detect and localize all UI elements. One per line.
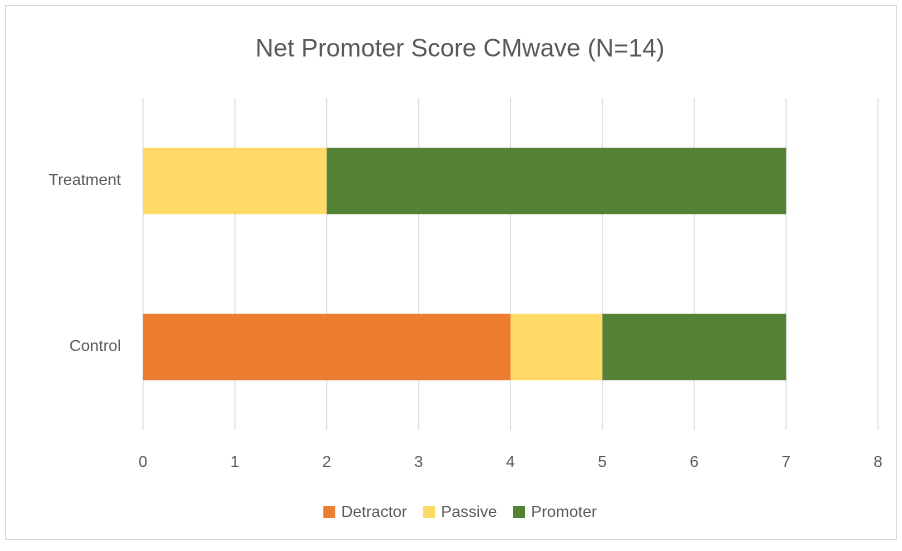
x-tick-label: 6 [690,454,699,471]
legend-swatch [513,506,526,518]
x-tick-label: 2 [322,454,331,471]
legend-item: Promoter [513,504,597,521]
legend-label: Promoter [531,504,597,521]
x-tick-label: 4 [506,454,515,471]
y-tick-label: Control [69,338,121,355]
chart-title: Net Promoter Score CMwave (N=14) [255,35,664,63]
bar-segment [510,313,603,381]
x-tick-label: 7 [782,454,791,471]
legend-label: Passive [441,504,497,521]
x-tick-label: 8 [874,454,883,471]
chart-border [5,5,897,540]
legend-swatch [323,506,336,518]
legend-item: Detractor [323,504,408,521]
bar-segment [143,147,327,215]
bar-segment [602,313,787,381]
y-tick-label: Treatment [49,172,122,189]
bar-segment [143,313,511,381]
legend-item: Passive [422,504,497,521]
x-tick-label: 1 [230,454,239,471]
bar-segment [326,147,787,215]
x-tick-label: 5 [598,454,607,471]
x-tick-label: 3 [414,454,423,471]
x-tick-label: 0 [139,454,148,471]
legend-label: Detractor [341,504,407,521]
legend-swatch [422,506,435,518]
